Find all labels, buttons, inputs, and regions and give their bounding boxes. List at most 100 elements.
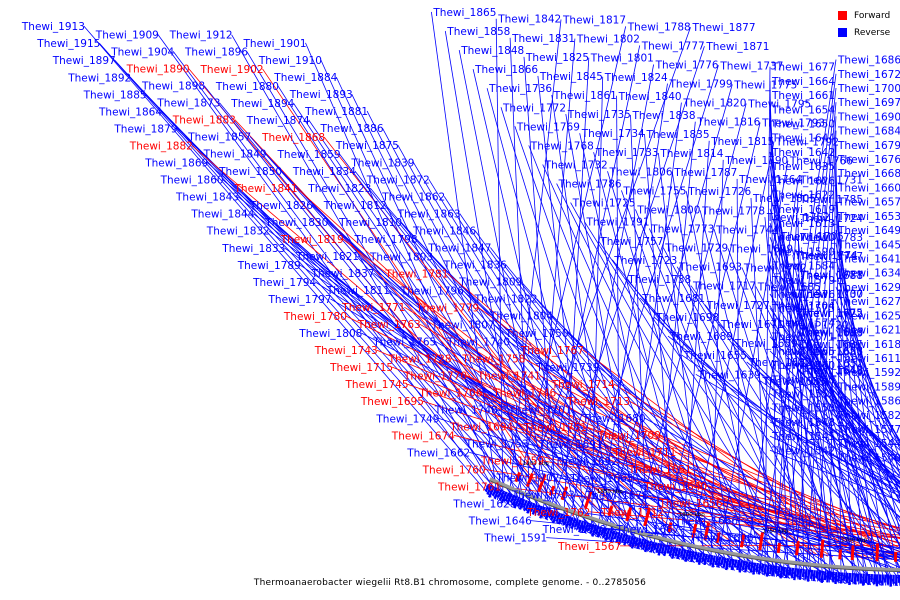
- gene-label: Thewi_1618: [837, 339, 900, 351]
- gene-label: Thewi_1690: [837, 111, 900, 123]
- kbp-tick-label: 1900 kbp: [523, 461, 549, 467]
- forward-gene-arrow: [643, 508, 651, 527]
- reverse-gene-arrow: [812, 570, 816, 582]
- gene-label: Thewi_1693: [678, 262, 742, 274]
- label-connector-line: [635, 209, 787, 579]
- reverse-gene-arrow: [806, 569, 811, 582]
- reverse-gene-arrow: [498, 490, 506, 501]
- gene-label: Thewi_1727: [706, 300, 770, 312]
- gene-label: Thewi_1819: [280, 234, 344, 246]
- gene-label: Thewi_1767: [520, 345, 584, 357]
- label-connector-line: [769, 222, 895, 586]
- gene-label: Thewi_1897: [52, 55, 116, 67]
- forward-gene-arrow: [715, 532, 721, 544]
- gene-label: Thewi_1764: [738, 174, 802, 186]
- label-connector-line: [265, 153, 631, 548]
- label-connector-line: [769, 407, 900, 488]
- label-connector-line: [176, 128, 607, 541]
- label-connector-line: [746, 361, 900, 485]
- gene-label: Thewi_1679: [837, 140, 900, 152]
- reverse-gene-arrow: [578, 520, 585, 533]
- gene-label: Thewi_1542: [771, 445, 835, 457]
- label-connector-line: [835, 414, 900, 464]
- reverse-gene-arrow: [695, 552, 700, 563]
- gene-label: Thewi_1643: [799, 366, 863, 378]
- reverse-gene-arrow: [815, 570, 819, 579]
- label-connector-line: [458, 50, 553, 522]
- gene-label: Thewi_1805: [752, 193, 816, 205]
- label-connector-line: [579, 133, 671, 558]
- legend-reverse: Reverse: [838, 24, 890, 41]
- reverse-gene-arrow: [711, 555, 716, 568]
- reverse-gene-arrow: [747, 561, 751, 570]
- gene-label: Thewi_1688: [799, 270, 863, 282]
- label-connector-line: [675, 451, 900, 531]
- reverse-gene-arrow: [517, 497, 523, 507]
- label-connector-line: [769, 265, 900, 528]
- forward-gene-arrow: [548, 485, 556, 496]
- reverse-gene-arrow: [518, 498, 526, 510]
- gene-label: Thewi_1776: [655, 60, 719, 72]
- gene-label: Thewi_1639: [697, 369, 761, 381]
- gene-label: Thewi_1880: [215, 81, 279, 93]
- gene-label: Thewi_1579: [771, 275, 835, 287]
- reverse-gene-arrow: [693, 551, 698, 560]
- reverse-gene-arrow: [752, 562, 757, 575]
- reverse-gene-arrow: [765, 564, 770, 577]
- gene-label: Thewi_1825: [525, 52, 589, 64]
- reverse-gene-arrow: [563, 515, 569, 526]
- gene-label: Thewi_1694: [449, 422, 513, 434]
- label-connector-line: [745, 179, 799, 573]
- gene-label: Thewi_1894: [230, 98, 294, 110]
- reverse-gene-arrow: [486, 484, 493, 495]
- reverse-gene-arrow: [594, 525, 600, 535]
- gene-label: Thewi_1769: [516, 121, 580, 133]
- gene-label: Thewi_1758: [461, 354, 525, 366]
- gene-label: Thewi_1723: [613, 255, 677, 267]
- gene-label: Thewi_1733: [595, 147, 659, 159]
- gene-label: Thewi_1715: [329, 362, 393, 374]
- gene-label: Thewi_1610: [771, 232, 835, 244]
- label-connector-line: [590, 76, 604, 536]
- reverse-gene-arrow: [744, 561, 749, 573]
- gene-label: Thewi_1545: [771, 431, 835, 443]
- label-connector-line: [486, 88, 609, 541]
- label-connector-line: [253, 213, 705, 566]
- gene-label: Thewi_1803: [369, 251, 433, 263]
- gene-label: Thewi_1831: [511, 33, 575, 45]
- gene-label: Thewi_1720: [785, 320, 849, 332]
- gene-label: Thewi_1850: [218, 166, 282, 178]
- label-connector-line: [690, 468, 900, 529]
- gene-label: Thewi_1606: [689, 532, 753, 544]
- forward-gene-arrow: [758, 532, 764, 551]
- label-connector-line: [518, 27, 691, 510]
- label-connector-line: [172, 51, 516, 508]
- gene-label: Thewi_1866: [474, 64, 538, 76]
- reverse-gene-arrow: [500, 491, 508, 504]
- gene-label: Thewi_1655: [683, 350, 747, 362]
- label-connector-line: [472, 69, 581, 532]
- gene-label: Thewi_1787: [673, 167, 737, 179]
- gene-label: Thewi_1650: [771, 119, 835, 131]
- gene-label: Thewi_1584: [771, 261, 835, 273]
- gene-label: Thewi_1833: [221, 243, 285, 255]
- label-connector-line: [769, 166, 848, 584]
- gene-label: Thewi_1770: [403, 370, 467, 382]
- gene-label: Thewi_1645: [837, 239, 900, 251]
- forward-gene-arrow: [691, 523, 698, 539]
- reverse-gene-arrow: [583, 522, 590, 534]
- label-connector-line: [835, 230, 900, 586]
- label-connector-line: [659, 434, 900, 534]
- gene-label: Thewi_1846: [412, 226, 476, 238]
- reverse-gene-arrow: [788, 567, 792, 576]
- gene-label: Thewi_1586: [837, 396, 900, 408]
- gene-label: Thewi_1834: [292, 166, 356, 178]
- reverse-gene-arrow: [621, 533, 626, 543]
- kbp-tick-label: 1850 kbp: [597, 489, 623, 495]
- reverse-gene-arrow: [809, 569, 814, 580]
- reverse-gene-arrow: [716, 556, 722, 568]
- gene-label: Thewi_1691: [539, 439, 603, 451]
- gene-label: Thewi_1779: [415, 302, 479, 314]
- gene-label: Thewi_1789: [237, 260, 301, 272]
- label-connector-line: [335, 76, 544, 519]
